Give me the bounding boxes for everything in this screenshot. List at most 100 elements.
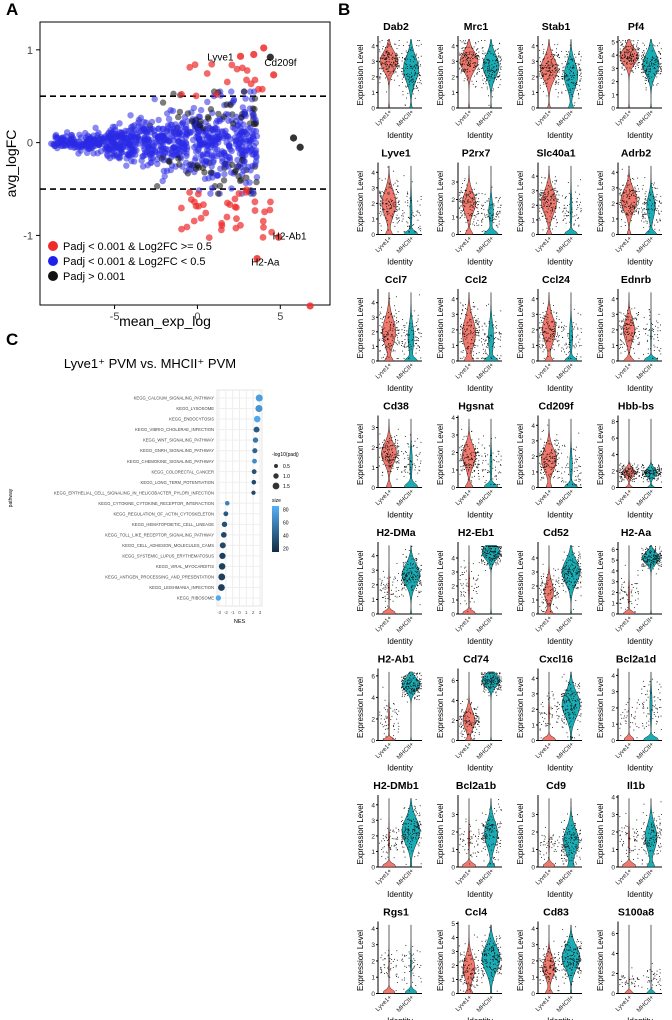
- cell-point: [620, 189, 622, 191]
- cell-point: [387, 224, 389, 226]
- cell-point: [404, 58, 405, 60]
- cell-point: [556, 71, 558, 73]
- cell-point: [407, 73, 409, 75]
- cell-point: [492, 344, 494, 346]
- cell-point: [383, 440, 385, 442]
- cell-point: [554, 54, 556, 56]
- cell-point: [477, 345, 479, 347]
- cell-point: [391, 201, 392, 203]
- cell-point: [546, 85, 548, 87]
- cell-point: [414, 340, 416, 342]
- cell-point: [567, 79, 569, 81]
- cell-point: [539, 327, 540, 329]
- cell-point: [459, 200, 461, 202]
- data-point-sig: [203, 70, 211, 77]
- cell-point: [462, 468, 464, 470]
- cell-point: [573, 58, 575, 60]
- cell-point: [405, 346, 407, 348]
- cell-point: [478, 212, 480, 214]
- cell-point: [619, 60, 621, 62]
- cell-point: [498, 76, 499, 78]
- data-point: [223, 101, 230, 108]
- cell-point: [407, 457, 409, 459]
- cell-point: [417, 329, 419, 331]
- data-point-sig: [268, 228, 276, 236]
- cell-point: [649, 329, 650, 331]
- cell-point: [552, 64, 554, 66]
- highlight-point: [260, 44, 268, 52]
- cell-point: [387, 459, 389, 461]
- cell-point: [388, 456, 390, 458]
- y-tick-label: 1: [611, 343, 615, 350]
- data-point: [251, 95, 259, 102]
- cell-point: [388, 193, 390, 195]
- cell-point: [408, 357, 410, 359]
- cell-point: [620, 333, 622, 335]
- cell-point: [467, 56, 469, 58]
- cell-point: [565, 222, 567, 224]
- pathway-dot: [219, 552, 226, 560]
- cell-point: [631, 324, 633, 326]
- cell-point: [488, 95, 489, 97]
- cell-point: [621, 341, 623, 343]
- cell-point: [629, 205, 631, 207]
- data-point: [212, 146, 219, 153]
- cell-point: [556, 340, 558, 342]
- cell-point: [413, 56, 415, 57]
- cell-point: [550, 55, 552, 57]
- data-point: [249, 133, 256, 141]
- cell-point: [461, 428, 463, 430]
- cell-point: [544, 193, 546, 195]
- cell-point: [473, 302, 475, 303]
- cell-point: [388, 229, 389, 231]
- cell-point: [396, 214, 398, 216]
- cell-point: [626, 63, 628, 65]
- cell-point: [555, 211, 556, 213]
- cell-point: [415, 480, 417, 482]
- cell-point: [408, 334, 410, 336]
- x-tick-label: 0: [238, 610, 241, 615]
- data-point: [218, 148, 226, 155]
- data-point-sig: [183, 223, 191, 231]
- cell-point: [636, 319, 638, 321]
- cell-point: [566, 75, 568, 77]
- data-point: [131, 148, 138, 155]
- data-point: [230, 120, 237, 127]
- cell-point: [491, 75, 493, 77]
- cell-point: [494, 55, 496, 57]
- cell-point: [658, 66, 660, 68]
- cell-point: [490, 207, 492, 209]
- cell-point: [658, 229, 660, 231]
- cell-point: [642, 214, 644, 216]
- cell-point: [381, 322, 383, 324]
- cell-point: [464, 63, 466, 65]
- cell-point: [392, 444, 393, 446]
- cell-point: [550, 59, 552, 60]
- pathway-dot: [223, 511, 229, 517]
- cell-point: [539, 326, 540, 328]
- cell-point: [379, 456, 381, 458]
- cell-point: [477, 324, 479, 326]
- data-point: [191, 156, 199, 164]
- cell-point: [468, 214, 470, 216]
- cell-point: [471, 325, 472, 327]
- cell-point: [656, 346, 658, 348]
- cell-point: [628, 214, 629, 216]
- cell-point: [646, 60, 648, 62]
- cell-point: [556, 219, 558, 221]
- cell-point: [390, 205, 392, 207]
- cell-point: [468, 62, 470, 64]
- cell-point: [631, 208, 633, 210]
- cell-point: [656, 208, 658, 210]
- cell-point: [397, 450, 399, 451]
- cell-point: [464, 43, 466, 45]
- panel-label-b: B: [338, 0, 351, 19]
- cell-point: [492, 327, 494, 329]
- cell-point: [558, 71, 560, 73]
- cell-point: [390, 324, 392, 326]
- cell-point: [460, 455, 462, 457]
- cell-point: [468, 57, 470, 59]
- cell-point: [416, 45, 418, 46]
- cell-point: [546, 52, 548, 54]
- cell-point: [498, 75, 500, 77]
